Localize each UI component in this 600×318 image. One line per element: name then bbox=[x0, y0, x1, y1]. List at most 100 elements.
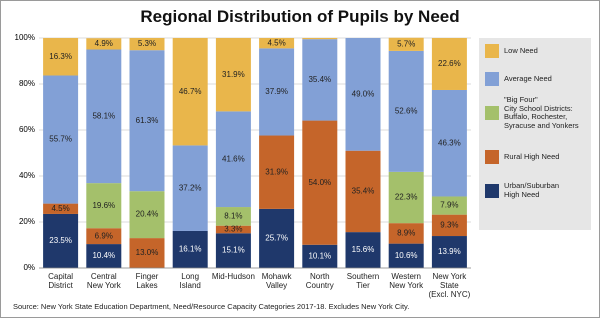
data-label: 46.7% bbox=[179, 87, 202, 96]
data-label: 10.6% bbox=[395, 251, 418, 260]
legend-entry: Low Need bbox=[485, 44, 538, 58]
data-label: 61.3% bbox=[136, 116, 159, 125]
data-label: 9.3% bbox=[440, 220, 458, 229]
bar-segment bbox=[302, 244, 338, 268]
bar-segment bbox=[431, 214, 467, 237]
data-label: 41.6% bbox=[222, 154, 245, 163]
data-label: 15.1% bbox=[222, 246, 245, 255]
bar-segment bbox=[129, 50, 165, 192]
bar-segment bbox=[86, 38, 122, 50]
x-tick-label: North Country bbox=[305, 272, 334, 290]
x-tick-label: Long Island bbox=[179, 272, 201, 290]
bar-segment bbox=[129, 238, 165, 268]
data-label: 49.0% bbox=[352, 89, 375, 98]
y-tick-label: 60% bbox=[19, 125, 35, 134]
bar-segment bbox=[129, 38, 165, 51]
bar-segment bbox=[259, 38, 295, 49]
source-note: Source: New York State Education Departm… bbox=[13, 302, 410, 311]
data-label: 5.3% bbox=[138, 39, 156, 48]
bar-segment bbox=[86, 183, 122, 229]
legend-label: Urban/Suburban High Need bbox=[504, 181, 560, 199]
data-label: 4.9% bbox=[95, 39, 113, 48]
bar-segment bbox=[302, 38, 338, 40]
bar-segment bbox=[215, 207, 251, 226]
bar-segment bbox=[43, 203, 79, 214]
bar-segment bbox=[86, 49, 122, 184]
x-tick-label: Southern Tier bbox=[346, 272, 380, 290]
data-label: 10.1% bbox=[308, 251, 331, 260]
bar-segment bbox=[345, 38, 381, 151]
x-tick-label: Capital District bbox=[48, 272, 74, 290]
bar-segment bbox=[172, 38, 208, 146]
bar-segment bbox=[86, 244, 122, 268]
bar-segment bbox=[259, 48, 295, 136]
data-label: 7.9% bbox=[440, 201, 458, 210]
legend-label: Low Need bbox=[504, 45, 538, 55]
bar-segment bbox=[345, 232, 381, 268]
data-label: 37.2% bbox=[179, 183, 202, 192]
legend-label: "Big Four" City School Districts: Buffal… bbox=[504, 95, 579, 130]
bar-segment bbox=[431, 236, 467, 268]
data-label: 4.5% bbox=[267, 38, 285, 47]
bar-segment bbox=[43, 213, 79, 268]
legend-label: Average Need bbox=[504, 73, 552, 83]
data-label: 25.7% bbox=[265, 234, 288, 243]
data-label: 22.6% bbox=[438, 59, 461, 68]
bar-segment bbox=[388, 243, 424, 268]
data-label: 19.6% bbox=[92, 201, 115, 210]
data-label: 37.9% bbox=[265, 87, 288, 96]
bar-segment bbox=[388, 50, 424, 172]
legend-swatch bbox=[485, 72, 499, 86]
y-tick-label: 100% bbox=[15, 33, 35, 42]
bar-segment bbox=[388, 37, 424, 51]
bar-segment bbox=[302, 39, 338, 121]
legend-swatch bbox=[485, 150, 499, 164]
x-tick-label: Mohawk Valley bbox=[261, 272, 292, 290]
bar-segment bbox=[129, 191, 165, 239]
bar-segment bbox=[172, 145, 208, 231]
bar-segment bbox=[431, 38, 467, 90]
bar-segment bbox=[43, 38, 79, 76]
data-label: 8.1% bbox=[224, 211, 242, 220]
data-label: 20.4% bbox=[136, 210, 159, 219]
bar-segment bbox=[215, 38, 251, 112]
data-label: 16.1% bbox=[179, 245, 202, 254]
bar-segment bbox=[172, 230, 208, 268]
data-label: 52.6% bbox=[395, 106, 418, 115]
x-tick-label: New York State (Excl. NYC) bbox=[428, 272, 471, 299]
data-label: 13.9% bbox=[438, 247, 461, 256]
data-label: 58.1% bbox=[92, 111, 115, 120]
data-label: 23.5% bbox=[49, 236, 72, 245]
y-tick-label: 0% bbox=[23, 263, 35, 272]
bar-segment bbox=[345, 150, 381, 233]
bar-segment bbox=[431, 89, 467, 197]
legend-entry: Urban/Suburban High Need bbox=[485, 181, 560, 199]
legend-label: Rural High Need bbox=[504, 151, 560, 161]
bar-segment bbox=[259, 135, 295, 209]
x-tick-label: Finger Lakes bbox=[135, 272, 159, 290]
legend-entry: Rural High Need bbox=[485, 150, 559, 164]
data-label: 13.0% bbox=[136, 248, 159, 257]
bar-segment bbox=[43, 75, 79, 204]
data-label: 35.4% bbox=[352, 187, 375, 196]
bar-segment bbox=[388, 171, 424, 224]
data-label: 35.4% bbox=[308, 75, 331, 84]
x-tick-label: Western New York bbox=[389, 272, 424, 290]
bar-segment bbox=[215, 225, 251, 234]
legend-entry: "Big Four" City School Districts: Buffal… bbox=[485, 95, 579, 130]
y-tick-label: 40% bbox=[19, 171, 35, 180]
legend-swatch bbox=[485, 106, 499, 120]
data-label: 46.3% bbox=[438, 138, 461, 147]
data-label: 22.3% bbox=[395, 193, 418, 202]
data-label: 15.6% bbox=[352, 245, 375, 254]
bar-segment bbox=[388, 223, 424, 244]
bar-segment bbox=[86, 228, 122, 245]
bar-segment bbox=[215, 233, 251, 268]
data-label: 10.4% bbox=[92, 251, 115, 260]
data-label: 16.3% bbox=[49, 52, 72, 61]
data-label: 3.3% bbox=[224, 225, 242, 234]
legend-swatch bbox=[485, 44, 499, 58]
legend-swatch bbox=[485, 183, 499, 198]
bar-segment bbox=[302, 120, 338, 245]
